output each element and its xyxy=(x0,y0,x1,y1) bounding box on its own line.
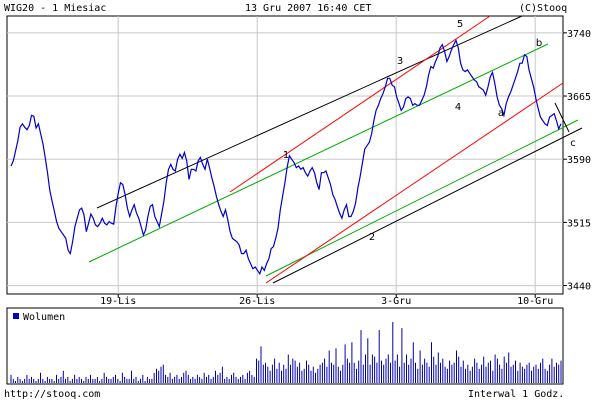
y-tick-label: 3665 xyxy=(567,92,591,103)
chart-datetime: 13 Gru 2007 16:40 CET xyxy=(245,3,371,14)
price-series-line xyxy=(10,38,562,276)
volume-legend-swatch xyxy=(13,313,19,319)
volume-legend-label: Wolumen xyxy=(23,312,65,323)
x-tick-label: 19-Lis xyxy=(100,296,136,307)
wave-label-a: a xyxy=(498,108,504,119)
y-tick-label: 3740 xyxy=(567,29,591,40)
volume-panel: Wolumen xyxy=(6,307,564,385)
wave-label-5: 5 xyxy=(457,19,463,30)
wave-labels: 1 2 3 4 5 a b c xyxy=(283,19,576,243)
chart-title: WIG20 - 1 Miesiac xyxy=(4,3,106,14)
y-tick-label: 3440 xyxy=(567,282,591,293)
lower-green-channel-line xyxy=(265,119,579,277)
x-tick-label: 3-Gru xyxy=(381,296,411,307)
footer-url: http://stooq.com xyxy=(4,389,100,400)
upper-green-channel-line xyxy=(88,43,549,263)
wave-label-1: 1 xyxy=(283,150,289,161)
lower-red-channel-line xyxy=(265,82,564,284)
wave-label-3: 3 xyxy=(397,56,403,67)
wave-label-4: 4 xyxy=(455,102,461,113)
upper-red-channel-line xyxy=(229,15,491,193)
volume-bars xyxy=(10,322,562,383)
x-tick-label: 26-Lis xyxy=(239,296,275,307)
lower-black-channel-line xyxy=(272,127,583,284)
x-tick-label: 10-Gru xyxy=(517,296,553,307)
x-axis-ticks: 19-Lis 26-Lis 3-Gru 10-Gru xyxy=(100,294,553,307)
wave-label-b: b xyxy=(536,38,542,49)
price-panel: 3440 3515 3590 3665 3740 19-Lis 26-Lis 3-Gru 10… xyxy=(6,15,591,384)
footer-interval: Interwal 1 Godz. xyxy=(468,389,564,400)
y-tick-label: 3515 xyxy=(567,218,591,229)
wave-label-2: 2 xyxy=(369,232,375,243)
wave-c-pointer-line xyxy=(554,102,570,133)
y-axis-ticks: 3440 3515 3590 3665 3740 xyxy=(563,29,591,293)
y-tick-label: 3590 xyxy=(567,155,591,166)
chart-copyright: (C)Stooq xyxy=(519,3,567,14)
wave-label-c: c xyxy=(570,138,576,149)
